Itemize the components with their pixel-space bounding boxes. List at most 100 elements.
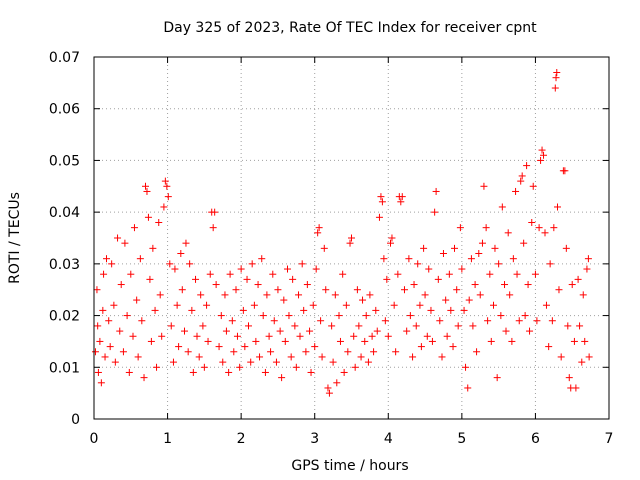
data-point	[147, 337, 155, 345]
data-point	[498, 203, 506, 211]
data-point	[192, 275, 200, 283]
data-point	[581, 337, 589, 345]
data-point	[206, 270, 214, 278]
y-tick-label: 0.04	[49, 205, 80, 221]
data-point	[378, 198, 386, 206]
data-point	[552, 74, 560, 82]
data-point	[302, 348, 310, 356]
data-point	[445, 270, 453, 278]
data-point	[489, 301, 497, 309]
data-point	[97, 379, 105, 387]
data-point	[442, 296, 450, 304]
data-point	[484, 317, 492, 325]
data-point	[342, 301, 350, 309]
axis-ticks	[93, 56, 610, 420]
data-point	[335, 312, 343, 320]
data-point	[138, 317, 146, 325]
data-point	[188, 306, 196, 314]
data-point	[508, 337, 516, 345]
data-point	[497, 312, 505, 320]
data-point	[392, 348, 400, 356]
data-point	[300, 306, 308, 314]
data-point	[512, 187, 520, 195]
x-tick-label: 4	[384, 431, 393, 447]
data-point	[436, 317, 444, 325]
data-point	[309, 301, 317, 309]
data-point	[464, 384, 472, 392]
data-point	[361, 337, 369, 345]
data-point	[570, 337, 578, 345]
data-point	[241, 343, 249, 351]
data-point	[537, 156, 545, 164]
data-point	[156, 291, 164, 299]
data-point	[171, 265, 179, 273]
data-point	[346, 239, 354, 247]
data-point	[412, 322, 420, 330]
data-point	[322, 286, 330, 294]
data-point	[420, 244, 428, 252]
data-point	[533, 317, 541, 325]
data-point	[177, 250, 185, 258]
data-point	[357, 353, 365, 361]
data-point	[372, 306, 380, 314]
data-point	[161, 177, 169, 185]
data-point	[153, 363, 161, 371]
data-point	[211, 208, 219, 216]
data-point	[476, 291, 484, 299]
data-point	[456, 224, 464, 232]
data-point	[400, 286, 408, 294]
data-point	[434, 275, 442, 283]
data-point	[267, 348, 275, 356]
data-point	[146, 275, 154, 283]
data-point	[517, 177, 525, 185]
data-point	[99, 306, 107, 314]
data-point	[416, 301, 424, 309]
data-point	[317, 317, 325, 325]
data-point	[221, 291, 229, 299]
data-point	[278, 374, 286, 382]
data-point	[553, 69, 561, 77]
data-point	[133, 296, 141, 304]
data-point	[281, 337, 289, 345]
data-point	[237, 265, 245, 273]
data-point	[506, 291, 514, 299]
data-point	[256, 353, 264, 361]
data-point	[339, 270, 347, 278]
data-point	[540, 151, 548, 159]
data-point	[504, 229, 512, 237]
data-point	[359, 296, 367, 304]
data-point	[390, 301, 398, 309]
data-point	[578, 358, 586, 366]
data-point	[252, 337, 260, 345]
data-point	[101, 353, 109, 361]
data-point	[291, 322, 299, 330]
data-point	[565, 374, 573, 382]
data-point	[312, 265, 320, 273]
data-point	[405, 255, 413, 263]
data-point	[125, 368, 133, 376]
data-point	[270, 317, 278, 325]
data-point	[513, 270, 521, 278]
grid-lines	[94, 57, 609, 419]
y-tick-labels: 0 0.01 0.02 0.03 0.04 0.05 0.06 0.07	[49, 50, 80, 428]
data-point	[421, 291, 429, 299]
data-point	[454, 322, 462, 330]
data-point	[236, 363, 244, 371]
data-point	[574, 275, 582, 283]
data-point	[105, 317, 113, 325]
data-point	[254, 281, 262, 289]
data-point	[417, 343, 425, 351]
data-point	[167, 322, 175, 330]
data-point	[189, 368, 197, 376]
data-point	[366, 291, 374, 299]
data-point	[579, 291, 587, 299]
data-point	[239, 306, 247, 314]
data-point	[381, 317, 389, 325]
data-point	[493, 374, 501, 382]
data-point	[232, 286, 240, 294]
data-point	[117, 281, 125, 289]
data-point	[292, 363, 300, 371]
data-point	[509, 255, 517, 263]
data-point	[143, 187, 151, 195]
data-point	[564, 322, 572, 330]
